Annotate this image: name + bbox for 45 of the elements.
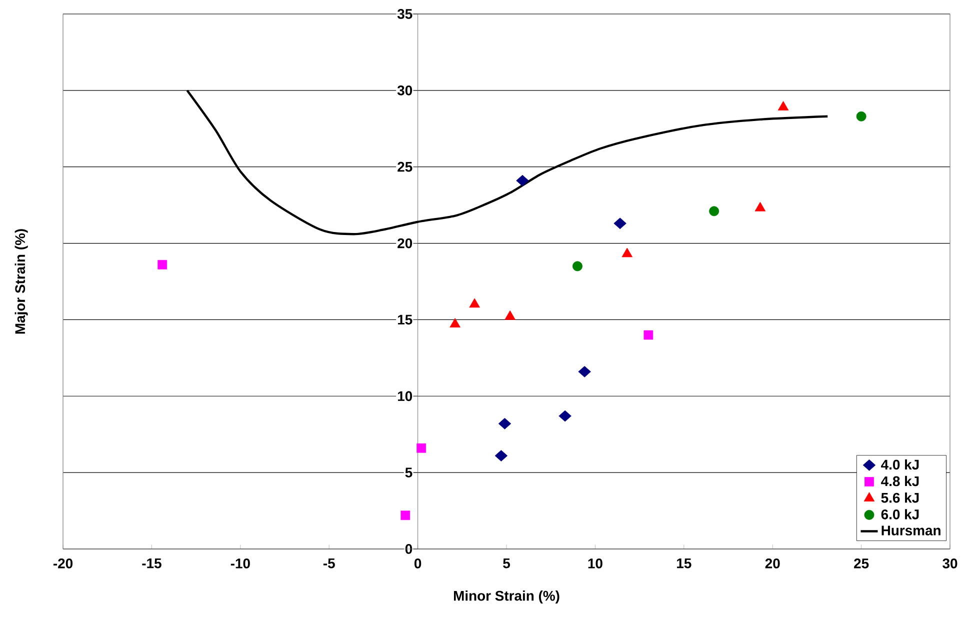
y-tick-label: 0 (405, 544, 412, 554)
point (644, 330, 654, 340)
point (516, 174, 529, 186)
point (709, 206, 720, 216)
x-tick-label: 25 (854, 558, 869, 568)
x-tick-label: 20 (765, 558, 780, 568)
x-tick-label: 0 (414, 558, 422, 568)
point (578, 366, 591, 378)
legend-label: 6.0 kJ (881, 509, 919, 520)
point (572, 261, 582, 272)
legend-label: 5.6 kJ (881, 492, 919, 503)
point (614, 218, 626, 230)
point (504, 310, 516, 320)
legend-label: 4.0 kJ (881, 459, 919, 470)
point (158, 260, 168, 270)
point (469, 298, 480, 308)
x-axis-title: Minor Strain (%) (454, 590, 560, 604)
y-tick-label: 10 (398, 391, 412, 402)
x-tick-label: 30 (942, 558, 958, 568)
point (558, 410, 572, 422)
y-tick-label: 15 (398, 314, 412, 325)
x-tick-label: -10 (230, 558, 250, 568)
point (778, 101, 789, 110)
point (622, 248, 633, 258)
y-tick-label: 20 (398, 238, 412, 248)
legend-label: Hursman (882, 526, 940, 536)
x-tick-label: 5 (503, 558, 510, 568)
point (498, 418, 512, 430)
legend-label: 4.8 kJ (881, 476, 919, 486)
y-tick-label: 30 (397, 85, 412, 96)
y-tick-label: 5 (405, 468, 412, 478)
point (450, 318, 460, 328)
point (494, 450, 508, 462)
x-tick-label: -5 (323, 558, 335, 568)
y-tick-label: 35 (397, 9, 412, 19)
point (754, 202, 766, 212)
x-tick-label: 10 (588, 558, 602, 568)
y-axis-title: Major Strain (%) (14, 229, 28, 334)
point (856, 111, 866, 122)
point (416, 443, 426, 453)
point (400, 510, 410, 520)
x-tick-label: -15 (142, 558, 162, 568)
x-tick-label: -20 (53, 558, 73, 568)
y-tick-label: 25 (398, 162, 412, 172)
x-tick-label: 15 (677, 558, 692, 568)
